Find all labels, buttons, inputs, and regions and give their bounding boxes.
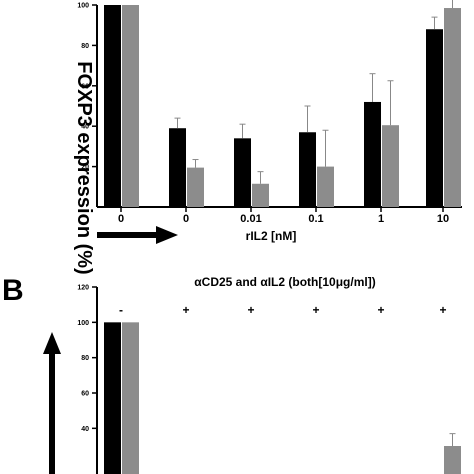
category-label: - — [119, 303, 123, 317]
y-tick-label: 100 — [77, 3, 89, 10]
category-label: 0.1 — [308, 213, 323, 225]
bar-series2-1 — [187, 167, 204, 207]
bar-series2-3 — [317, 166, 334, 207]
bar-series2-2 — [252, 183, 269, 207]
bar-series1-0 — [104, 322, 121, 474]
y-tick-label: 60 — [81, 391, 89, 398]
up-arrow-icon — [43, 332, 61, 474]
bar-series2-5 — [444, 8, 461, 208]
bar-series1-5 — [426, 29, 443, 207]
y-tick-label: 100 — [77, 320, 89, 327]
bar-series1-2 — [234, 138, 251, 207]
panel-a-x-label: rIL2 [nM] — [246, 229, 297, 243]
y-tick-label: 40 — [81, 426, 89, 433]
category-label: 0 — [183, 213, 189, 225]
bar-series2-4 — [382, 125, 399, 207]
category-label: + — [247, 303, 254, 317]
bar-series1-3 — [299, 132, 316, 207]
y-tick-label: 60 — [81, 83, 89, 90]
panel-b-chart: 120 100 80 60 40 - + + + + + — [77, 285, 461, 474]
category-label: + — [182, 303, 189, 317]
bar-series1-0 — [104, 5, 121, 207]
bar-series2-5 — [444, 446, 461, 474]
y-tick-label: 40 — [81, 124, 89, 131]
y-tick-label: 80 — [81, 355, 89, 362]
y-tick-label: 20 — [81, 164, 89, 171]
category-label: 10 — [437, 213, 449, 225]
category-label: + — [312, 303, 319, 317]
y-tick-label: 120 — [77, 285, 89, 292]
category-label: + — [377, 303, 384, 317]
panel-a-chart: 100 80 60 40 20 0 0 0.01 0.1 1 10 rIL2 [nM] — [77, 0, 462, 243]
category-label: 0 — [118, 213, 124, 225]
bar-series1-1 — [169, 128, 186, 207]
y-tick-label: 80 — [81, 43, 89, 50]
category-label: 1 — [378, 213, 384, 225]
bar-series1-4 — [364, 101, 381, 207]
bar-series2-0 — [122, 322, 139, 474]
panel-b-letter: B — [2, 274, 24, 307]
category-label: 0.01 — [240, 213, 261, 225]
y-axis-label: FOXP3 expression (%) — [73, 61, 95, 274]
panel-b-title: αCD25 and αIL2 (both[10μg/ml]) — [194, 275, 375, 289]
bar-series2-0 — [122, 5, 139, 207]
category-label: + — [439, 303, 446, 317]
right-arrow-icon — [97, 226, 178, 244]
